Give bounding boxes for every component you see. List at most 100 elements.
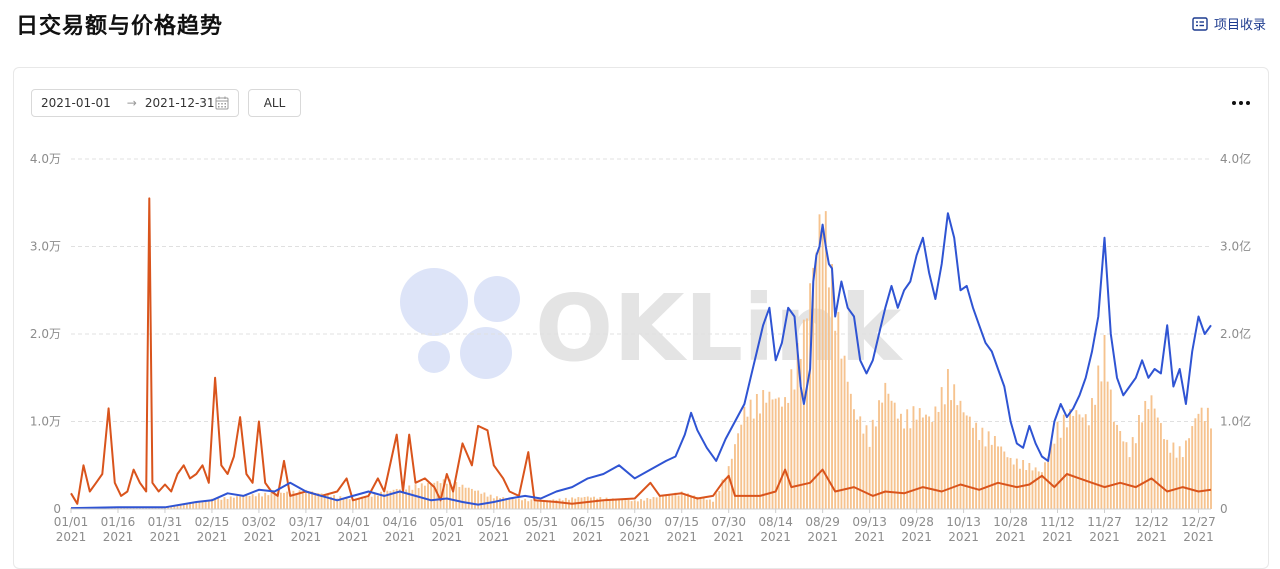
volume-bar <box>1019 468 1021 509</box>
volume-bar <box>380 491 382 509</box>
volume-bar <box>702 498 705 509</box>
volume-bar <box>355 498 357 509</box>
volume-bar <box>223 497 226 509</box>
x-tick-year: 2021 <box>479 530 510 544</box>
volume-bar <box>536 500 539 509</box>
volume-bar <box>524 498 527 509</box>
volume-bar <box>179 505 182 509</box>
x-tick-label: 06/30 <box>617 515 652 529</box>
volume-bar <box>806 318 808 509</box>
x-tick-label: 03/17 <box>289 515 324 529</box>
more-options-button[interactable] <box>1228 94 1254 112</box>
volume-bar <box>1040 472 1043 509</box>
volume-bar <box>987 431 990 509</box>
volume-bar <box>699 497 702 509</box>
volume-bar <box>210 498 213 509</box>
end-date-input[interactable]: 2021-12-31 <box>144 96 215 110</box>
x-tick-label: 12/27 <box>1181 515 1216 529</box>
volume-bar <box>126 507 129 509</box>
volume-bar <box>821 224 824 510</box>
right-tick-label: 2.0亿 <box>1220 326 1251 341</box>
volume-bar <box>1037 471 1040 509</box>
volume-bar <box>1210 428 1212 509</box>
volume-bar <box>242 495 245 509</box>
volume-bar <box>502 497 505 509</box>
blue-series-line <box>70 212 1212 510</box>
volume-bar <box>1203 421 1206 509</box>
start-date-input[interactable]: 2021-01-01 <box>41 96 111 110</box>
x-tick-label: 05/31 <box>523 515 558 529</box>
volume-bar <box>214 499 217 509</box>
volume-bar <box>884 382 887 509</box>
x-tick-label: 03/02 <box>242 515 277 529</box>
all-range-button[interactable]: ALL <box>248 89 301 117</box>
x-tick-year: 2021 <box>901 530 932 544</box>
volume-bar <box>370 496 373 509</box>
volume-bar <box>1003 451 1006 509</box>
x-tick-year: 2021 <box>197 530 228 544</box>
volume-bar <box>956 405 959 509</box>
volume-bar <box>1106 381 1109 509</box>
volume-bar <box>878 400 880 509</box>
x-tick-label: 01/16 <box>101 515 136 529</box>
volume-bar <box>1091 398 1093 509</box>
x-tick-year: 2021 <box>103 530 134 544</box>
x-tick-year: 2021 <box>760 530 791 544</box>
volume-bar <box>1144 400 1147 509</box>
volume-bar <box>1150 395 1153 509</box>
volume-bar <box>392 489 395 509</box>
volume-bar <box>445 483 448 509</box>
x-tick-year: 2021 <box>995 530 1026 544</box>
volume-bar <box>1175 457 1178 509</box>
volume-bar <box>261 496 263 509</box>
volume-bar <box>918 408 921 509</box>
volume-bar <box>333 495 336 509</box>
volume-bar <box>1056 421 1059 509</box>
volume-bar <box>267 495 270 509</box>
volume-bar <box>997 446 999 509</box>
x-tick-year: 2021 <box>432 530 463 544</box>
volume-bar <box>1172 442 1175 509</box>
volume-bar <box>449 479 451 509</box>
volume-bar <box>671 495 674 509</box>
volume-bar <box>890 400 893 509</box>
volume-bar <box>953 384 956 509</box>
volume-bar <box>207 500 210 509</box>
volume-bar <box>1000 446 1003 509</box>
x-tick-label: 10/28 <box>993 515 1028 529</box>
volume-bar <box>295 494 298 509</box>
volume-bar <box>809 283 812 509</box>
volume-bar <box>909 428 912 509</box>
volume-bar <box>530 499 533 509</box>
volume-bar <box>893 402 896 509</box>
volume-bar <box>464 487 467 509</box>
volume-bar <box>276 492 279 509</box>
volume-bar <box>799 358 802 509</box>
volume-bar <box>1025 470 1028 509</box>
volume-bar <box>950 400 952 509</box>
volume-bar <box>743 406 746 509</box>
volume-bar <box>311 491 314 509</box>
volume-bar <box>145 507 148 509</box>
x-tick-label: 11/27 <box>1087 515 1122 529</box>
x-tick-label: 05/16 <box>477 515 512 529</box>
volume-bar <box>674 492 677 509</box>
project-collect-label: 项目收录 <box>1213 18 1266 33</box>
x-tick-year: 2021 <box>291 530 322 544</box>
volume-bar <box>962 412 965 509</box>
volume-bar <box>978 439 981 509</box>
volume-bar <box>749 399 752 509</box>
volume-bar <box>1147 409 1150 509</box>
volume-bar <box>1131 437 1134 509</box>
x-tick-year: 2021 <box>338 530 369 544</box>
project-collect-button[interactable]: 项目收录 <box>1192 14 1266 33</box>
volume-bar <box>793 389 796 509</box>
volume-bar <box>348 499 351 509</box>
date-range-picker[interactable]: 2021-01-01 → 2021-12-31 <box>31 89 239 117</box>
volume-bar <box>123 507 126 509</box>
volume-bar <box>270 492 273 509</box>
volume-bar <box>442 479 445 509</box>
volume-bar <box>1138 414 1140 509</box>
volume-bar <box>167 506 170 509</box>
volume-bar <box>915 419 918 509</box>
